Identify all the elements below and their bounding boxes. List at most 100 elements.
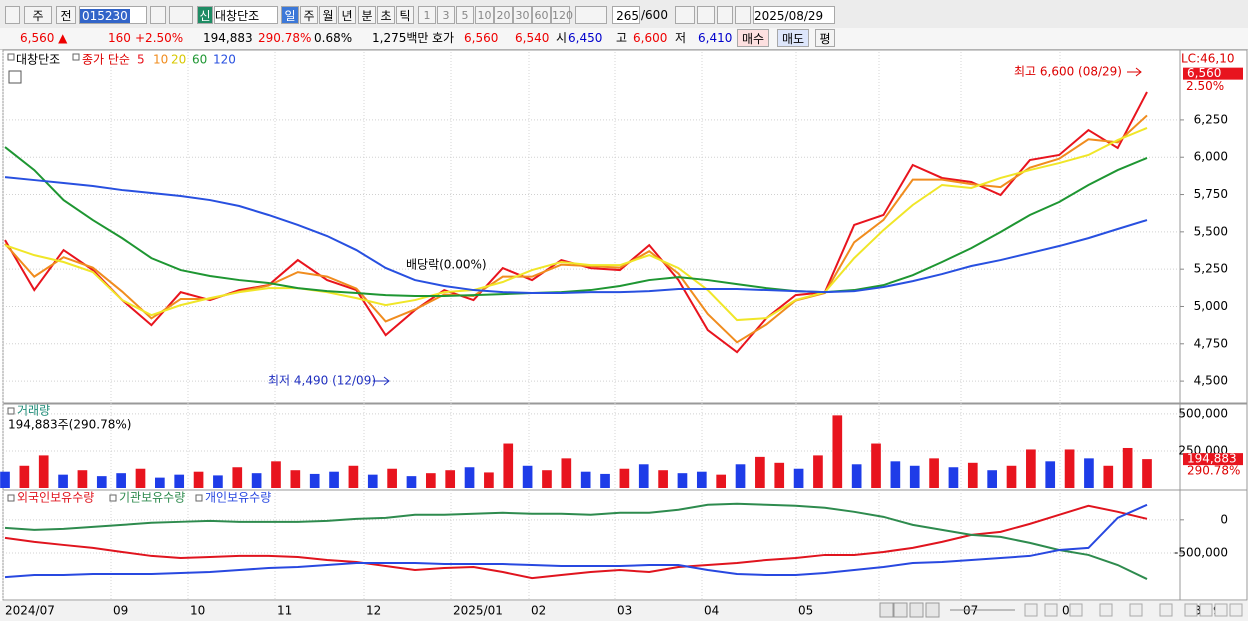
lc-label: LC:46,10	[1181, 52, 1234, 66]
period-button[interactable]: 분	[358, 6, 376, 24]
legend-box	[7, 53, 15, 61]
tool-button	[1024, 603, 1038, 617]
code-input[interactable]: 015230	[79, 6, 147, 24]
legend-entry: 외국인보유수량	[17, 491, 94, 505]
interval-button[interactable]: 3	[437, 6, 455, 24]
y-tick-label: 6,250	[1194, 112, 1228, 126]
interval-button[interactable]: 5	[456, 6, 474, 24]
period-button[interactable]: 주	[300, 6, 318, 24]
tool-button	[1129, 603, 1143, 617]
volume-bar	[309, 473, 320, 488]
settings-icon[interactable]	[735, 6, 751, 24]
volume-bar	[0, 471, 10, 488]
volume-bar	[948, 467, 959, 488]
interval-button[interactable]: 60	[532, 6, 551, 24]
volume-bar	[19, 465, 30, 488]
menu-icon[interactable]	[5, 6, 20, 24]
period-button[interactable]: 일	[281, 6, 299, 24]
change-label: 2.50%	[1186, 79, 1224, 93]
legend-box	[7, 407, 15, 415]
prev-button[interactable]: 전	[56, 6, 76, 24]
tool-icon[interactable]	[717, 6, 733, 24]
volume-bar	[1103, 465, 1114, 488]
order-button[interactable]: 매도	[777, 29, 809, 47]
period-button[interactable]: 년	[338, 6, 356, 24]
volume-bar	[1045, 461, 1056, 488]
period-button[interactable]: 초	[377, 6, 395, 24]
quote-item: +2.50%	[135, 31, 184, 45]
ratio-label: 290.78%	[1187, 464, 1240, 478]
volume-bar	[1122, 447, 1133, 488]
interval-button[interactable]: 20	[494, 6, 513, 24]
interval-button[interactable]: 1	[418, 6, 436, 24]
legend-entry: 개인보유수량	[205, 491, 271, 505]
stock-name[interactable]: 대창단조	[214, 6, 278, 24]
panel-title: 거래량	[17, 404, 50, 418]
x-tick-label: 11	[277, 604, 292, 618]
volume-bar	[638, 464, 649, 488]
series-line	[4, 504, 1148, 580]
volume-bar	[1084, 458, 1094, 488]
volume-bar	[987, 470, 997, 488]
volume-bar	[871, 443, 881, 488]
tool-button	[1229, 603, 1243, 617]
volume-bar	[600, 473, 610, 488]
x-tick-label: 04	[704, 604, 719, 618]
volume-bar	[1006, 465, 1017, 488]
period-button[interactable]: 틱	[396, 6, 414, 24]
volume-bar	[793, 468, 804, 488]
volume-bar	[696, 471, 707, 488]
legend-entry: 10	[153, 53, 168, 67]
volume-bar	[658, 470, 668, 488]
volume-bar	[232, 467, 243, 488]
count-input[interactable]: 265	[612, 6, 640, 24]
interval-button[interactable]: 120	[551, 6, 573, 24]
volume-bar	[348, 465, 359, 488]
series-line	[4, 176, 1148, 295]
quote-item: 호가	[432, 31, 455, 45]
volume-bar	[890, 461, 901, 488]
volume-bar	[271, 461, 281, 488]
sound-button[interactable]	[169, 6, 193, 24]
interval-button[interactable]: 10	[475, 6, 494, 24]
search-button[interactable]	[150, 6, 166, 24]
volume-bar	[716, 474, 727, 488]
volume-bar	[484, 472, 494, 488]
quote-item: 6,560	[464, 31, 499, 45]
volume-bar	[135, 468, 146, 488]
period-button[interactable]: 월	[319, 6, 337, 24]
tool-button	[1199, 603, 1213, 617]
tool-icon[interactable]	[697, 6, 715, 24]
arrow-high	[1127, 67, 1142, 77]
legend-box	[109, 494, 117, 502]
scroll-button	[925, 602, 940, 618]
series-line	[4, 114, 1148, 344]
legend-box	[195, 494, 203, 502]
quote-item: 저	[675, 31, 687, 45]
interval-button[interactable]: 30	[513, 6, 532, 24]
market-select[interactable]: 주	[24, 6, 52, 24]
order-button[interactable]: 매수	[737, 29, 769, 47]
legend-entry: 5	[137, 53, 145, 67]
volume-bar	[445, 470, 456, 488]
volume-bar	[174, 474, 185, 488]
volume-bar	[464, 467, 475, 488]
volume-bar	[503, 443, 514, 488]
credit-badge: 신	[197, 6, 213, 24]
tool-icon[interactable]	[675, 6, 695, 24]
series-line	[4, 146, 1148, 298]
scroll-button	[893, 602, 908, 618]
tool-button	[1159, 603, 1173, 617]
order-button[interactable]: 평	[815, 29, 835, 47]
y-tick-label: 0	[1220, 512, 1228, 526]
legend-entry: 20	[171, 53, 186, 67]
interval-select[interactable]	[575, 6, 607, 24]
x-tick-label: 12	[366, 604, 381, 618]
legend-entry: 60	[192, 53, 207, 67]
scroll-button	[909, 602, 924, 618]
volume-bar	[755, 456, 765, 488]
date-input[interactable]: 2025/08/29	[753, 6, 835, 24]
volume-bar	[832, 415, 843, 488]
